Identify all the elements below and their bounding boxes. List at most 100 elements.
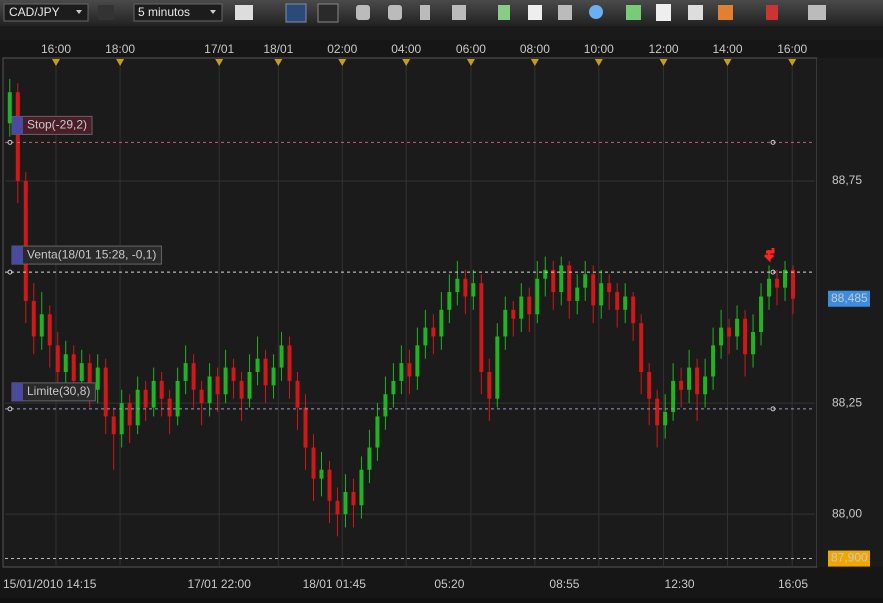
candle-body (671, 380, 676, 412)
candle-body (135, 389, 140, 426)
tick-marker (338, 59, 347, 66)
icon-button[interactable] (718, 5, 733, 20)
candle-body (679, 380, 684, 390)
candle-body (351, 491, 356, 506)
candle-body (79, 363, 84, 381)
price-label-bg (828, 290, 870, 307)
candle-body (447, 292, 452, 310)
icon-button[interactable] (656, 4, 671, 21)
candle-body (503, 309, 508, 337)
candle-body (655, 398, 660, 426)
toolbar-bg (0, 0, 883, 26)
icon-button[interactable] (626, 5, 641, 20)
candle-body (159, 380, 164, 399)
candle-body (95, 367, 100, 390)
order-label: Stop(-29,2) (27, 118, 87, 132)
timeframe-select[interactable] (133, 3, 223, 22)
icon-button[interactable] (388, 5, 402, 20)
trade-marker (763, 248, 775, 263)
candle-body (247, 372, 252, 399)
candle-body (599, 283, 604, 306)
candle-body (311, 447, 316, 479)
icon-button[interactable] (498, 5, 510, 20)
top-time-label: 12:00 (649, 42, 679, 56)
candle-body (783, 269, 788, 288)
icon-button[interactable] (528, 5, 542, 20)
candle-body (239, 380, 244, 399)
candle-body (711, 345, 716, 377)
candle-body (663, 411, 668, 426)
candle-body (167, 398, 172, 417)
icon-button[interactable] (808, 5, 826, 20)
icon-button[interactable] (452, 5, 466, 20)
candle-body (439, 309, 444, 337)
candle-body (271, 367, 276, 386)
candle-body (495, 336, 500, 399)
symbol: CAD/JPY (9, 5, 60, 19)
candle-body (527, 296, 532, 315)
price-axis-panel (817, 58, 883, 567)
icon-button[interactable] (420, 5, 430, 20)
top-time-label: 04:00 (391, 42, 421, 56)
top-time-label: 10:00 (584, 42, 614, 56)
candle-body (263, 358, 268, 386)
candle-body (727, 327, 732, 337)
icon-button[interactable] (235, 5, 253, 20)
candle-body (71, 354, 76, 381)
top-time-label: 18:00 (105, 42, 135, 56)
candle-body (719, 327, 724, 346)
toolbar-icons (356, 4, 826, 21)
candle-body (383, 394, 388, 417)
price-label: 87,900 (831, 551, 868, 565)
dropdown-arrow (210, 10, 216, 14)
timeframe: 5 minutos (138, 5, 190, 19)
y-tick-label: 88,75 (832, 173, 862, 187)
dropdown-arrow (76, 10, 82, 14)
candle-body (63, 354, 68, 373)
candle-body (215, 376, 220, 395)
price-label: 88,485 (831, 291, 868, 305)
top-time-label: 06:00 (456, 42, 486, 56)
candle-body (191, 363, 196, 390)
icon-button[interactable] (558, 5, 572, 20)
top-time-label: 18/01 (263, 42, 293, 56)
top-time-label: 14:00 (712, 42, 742, 56)
candle-body (231, 367, 236, 381)
candle-body (143, 389, 148, 408)
icon-button[interactable] (356, 5, 370, 20)
icon-button[interactable] (317, 3, 339, 23)
candle-body (687, 367, 692, 390)
symbol-select[interactable] (3, 3, 89, 22)
order-handle (7, 406, 13, 412)
candle-body (575, 287, 580, 301)
order-tag (12, 246, 23, 265)
icon-button[interactable] (98, 5, 114, 20)
candle-body (615, 292, 620, 310)
candle-body (767, 278, 772, 297)
candle-body (463, 278, 468, 297)
candle-body (631, 296, 636, 324)
order-handle (7, 139, 13, 145)
candle-body (399, 363, 404, 381)
icon-button[interactable] (589, 5, 603, 19)
candle-body (295, 380, 300, 408)
tick-marker (274, 59, 283, 66)
candle-body (375, 416, 380, 448)
plot-area (2, 57, 818, 568)
candle-body (303, 407, 308, 448)
candle-body (535, 278, 540, 315)
tick-marker (116, 59, 125, 66)
order-handle (7, 269, 13, 275)
tick-marker (530, 59, 539, 66)
top-time-label: 17/01 (204, 42, 234, 56)
candle-body (127, 403, 132, 426)
candle-body (759, 296, 764, 333)
candle-body (407, 363, 412, 377)
icon-button[interactable] (285, 3, 307, 23)
icon-button[interactable] (766, 5, 778, 20)
candle-body (695, 367, 700, 395)
candle-body (319, 469, 324, 479)
candle-body (751, 332, 756, 355)
top-time-label: 16:00 (777, 42, 807, 56)
icon-button[interactable] (688, 5, 703, 20)
